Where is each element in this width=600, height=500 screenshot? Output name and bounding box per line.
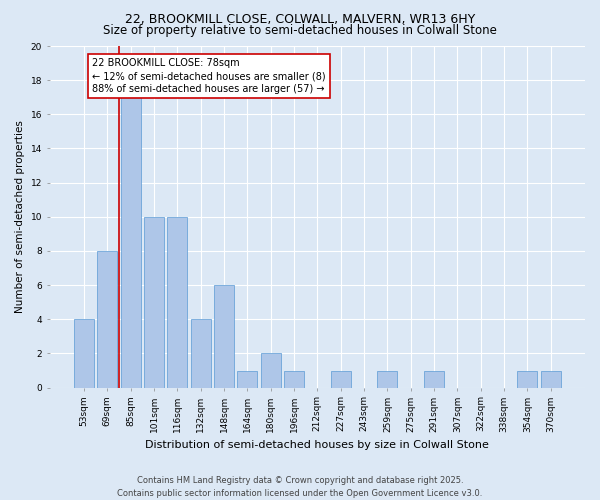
Bar	[214, 285, 234, 388]
Bar	[144, 217, 164, 388]
Bar	[331, 370, 350, 388]
Bar	[541, 370, 560, 388]
Bar	[121, 97, 140, 388]
Bar	[261, 354, 281, 388]
Bar	[284, 370, 304, 388]
Y-axis label: Number of semi-detached properties: Number of semi-detached properties	[15, 120, 25, 314]
Bar	[424, 370, 444, 388]
Text: Size of property relative to semi-detached houses in Colwall Stone: Size of property relative to semi-detach…	[103, 24, 497, 37]
Text: 22 BROOKMILL CLOSE: 78sqm
← 12% of semi-detached houses are smaller (8)
88% of s: 22 BROOKMILL CLOSE: 78sqm ← 12% of semi-…	[92, 58, 326, 94]
Bar	[517, 370, 538, 388]
Bar	[97, 251, 117, 388]
Text: 22, BROOKMILL CLOSE, COLWALL, MALVERN, WR13 6HY: 22, BROOKMILL CLOSE, COLWALL, MALVERN, W…	[125, 12, 475, 26]
Bar	[377, 370, 397, 388]
Text: Contains HM Land Registry data © Crown copyright and database right 2025.
Contai: Contains HM Land Registry data © Crown c…	[118, 476, 482, 498]
Bar	[74, 320, 94, 388]
X-axis label: Distribution of semi-detached houses by size in Colwall Stone: Distribution of semi-detached houses by …	[145, 440, 489, 450]
Bar	[238, 370, 257, 388]
Bar	[191, 320, 211, 388]
Bar	[167, 217, 187, 388]
